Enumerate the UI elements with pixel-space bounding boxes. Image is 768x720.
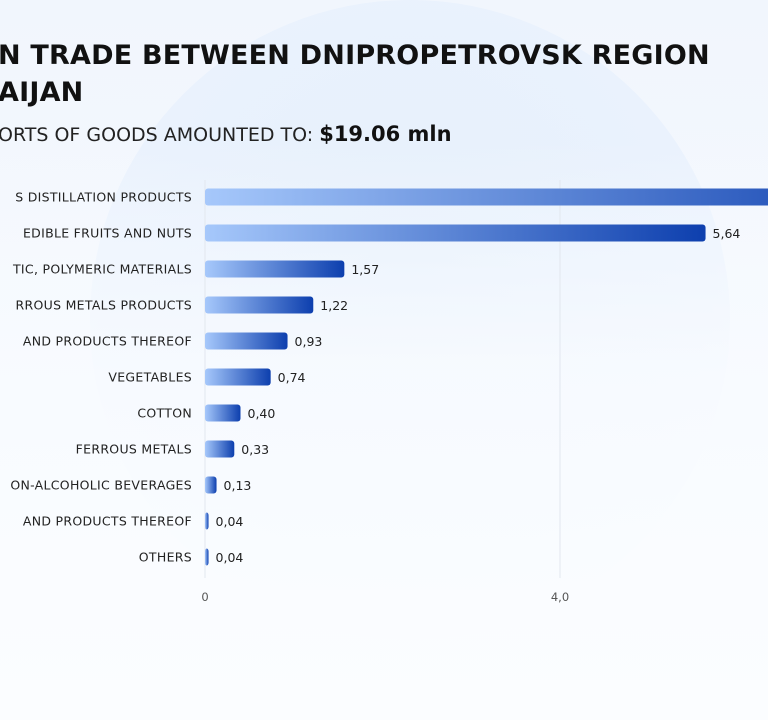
bar <box>205 548 209 566</box>
subtitle-label: ORTS OF GOODS AMOUNTED TO: <box>0 124 314 146</box>
bar <box>205 332 288 350</box>
category-label: ON-ALCOHOLIC BEVERAGES <box>10 478 192 493</box>
bar <box>205 512 209 530</box>
value-label: 0,13 <box>224 478 252 493</box>
bar <box>205 368 271 386</box>
bar <box>205 476 217 494</box>
category-label: FERROUS METALS <box>76 442 192 457</box>
category-label: VEGETABLES <box>108 370 192 385</box>
category-label: OTHERS <box>139 550 192 565</box>
value-label: 0,93 <box>295 334 323 349</box>
value-label: 1,57 <box>351 262 379 277</box>
subtitle-value: $19.06 mln <box>319 122 452 146</box>
category-label: S DISTILLATION PRODUCTS <box>15 190 192 205</box>
category-label: COTTON <box>137 406 192 421</box>
value-label: 5,64 <box>713 226 741 241</box>
category-label: TIC, POLYMERIC MATERIALS <box>12 262 192 277</box>
value-label: 0,04 <box>216 514 244 529</box>
bar <box>205 404 241 422</box>
x-tick-label: 4,0 <box>551 590 569 604</box>
chart-title-line1: N TRADE BETWEEN DNIPROPETROVSK REGION <box>0 40 710 71</box>
chart-subtitle: ORTS OF GOODS AMOUNTED TO: $19.06 mln <box>0 122 452 146</box>
category-label: AND PRODUCTS THEREOF <box>23 334 192 349</box>
category-label: AND PRODUCTS THEREOF <box>23 514 192 529</box>
bar <box>205 260 345 278</box>
value-label: 0,74 <box>278 370 306 385</box>
value-label: 0,33 <box>241 442 269 457</box>
value-label: 0,04 <box>216 550 244 565</box>
category-label: RROUS METALS PRODUCTS <box>16 298 192 313</box>
value-label: 0,40 <box>248 406 276 421</box>
bar <box>205 224 706 242</box>
chart-title-line2: AIJAN <box>0 77 84 108</box>
bar <box>205 188 768 206</box>
x-tick-label: 0 <box>201 590 208 604</box>
bar <box>205 440 235 458</box>
category-label: EDIBLE FRUITS AND NUTS <box>23 226 192 241</box>
bar <box>205 296 314 314</box>
value-label: 1,22 <box>320 298 348 313</box>
